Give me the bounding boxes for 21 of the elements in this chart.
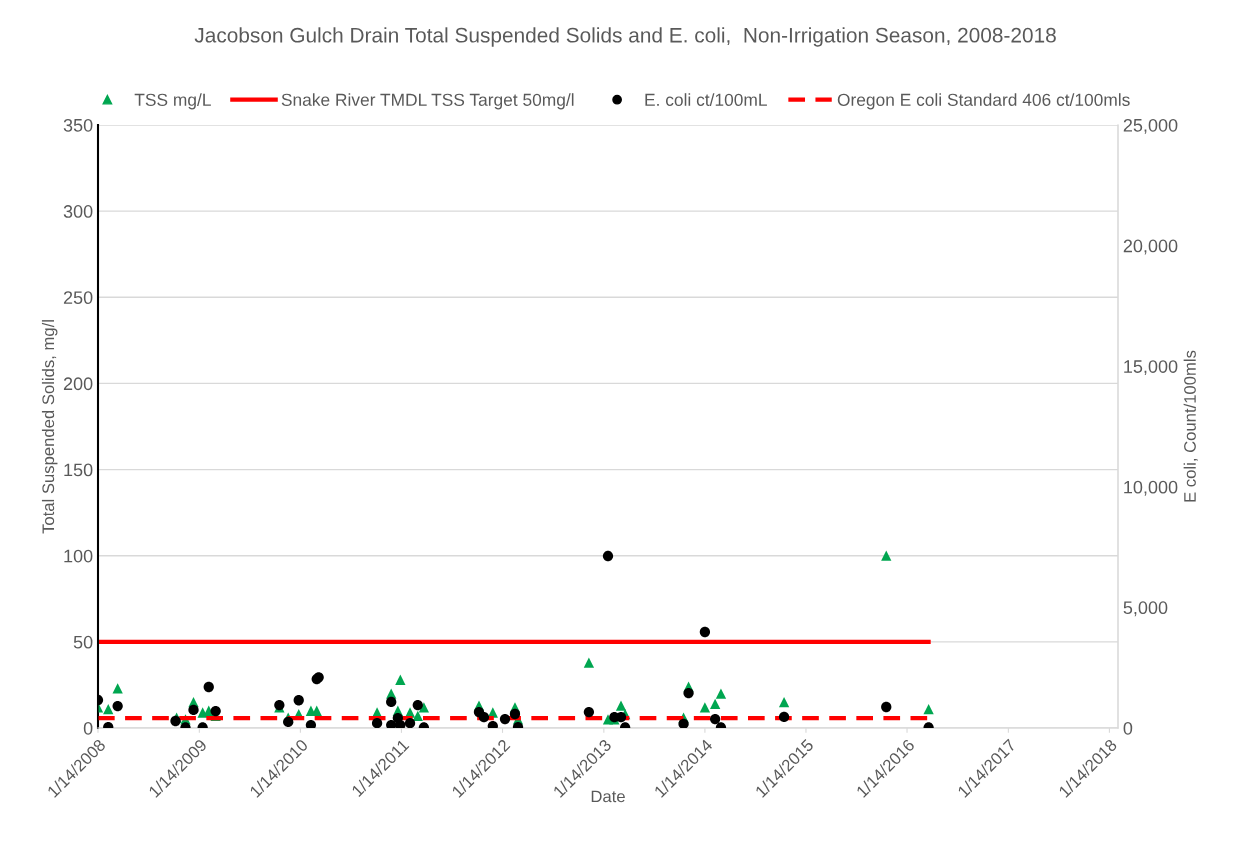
y-tick-label: 50	[73, 635, 93, 649]
legend-label: E. coli ct/100mL	[645, 93, 767, 106]
y2-axis-title: E coli, Count/100mls	[1183, 350, 1198, 502]
y-tick-label: 350	[63, 118, 93, 132]
y2-tick-label: 5,000	[1123, 601, 1168, 617]
y-tick-label: 200	[63, 377, 93, 391]
legend-label: TSS mg/L	[134, 93, 211, 110]
y-tick-label: 300	[63, 205, 93, 218]
y2-tick-label: 25,000	[1123, 118, 1178, 134]
legend-label: Oregon E coli Standard 406 ct/100mls	[837, 93, 1130, 110]
chart-title: Jacobson Gulch Drain Total Suspended Solids and E. coli, Non-Irrigation Season, 2008-2018	[194, 27, 1056, 47]
y2-tick-label: 10,000	[1124, 480, 1178, 496]
legend-label: Snake River TMDL TSS Target 50mg/l	[281, 93, 574, 110]
y-tick-label: 250	[63, 291, 93, 305]
y-tick-label: 0	[83, 721, 93, 735]
y2-tick-label: 0	[1123, 721, 1133, 735]
y2-tick-label: 15,000	[1124, 360, 1178, 376]
y-tick-label: 100	[64, 549, 93, 563]
y-tick-label: 150	[64, 463, 93, 477]
y-axis-title: Total Suspended Solids, mg/l	[41, 320, 58, 534]
y2-tick-label: 20,000	[1123, 239, 1178, 255]
